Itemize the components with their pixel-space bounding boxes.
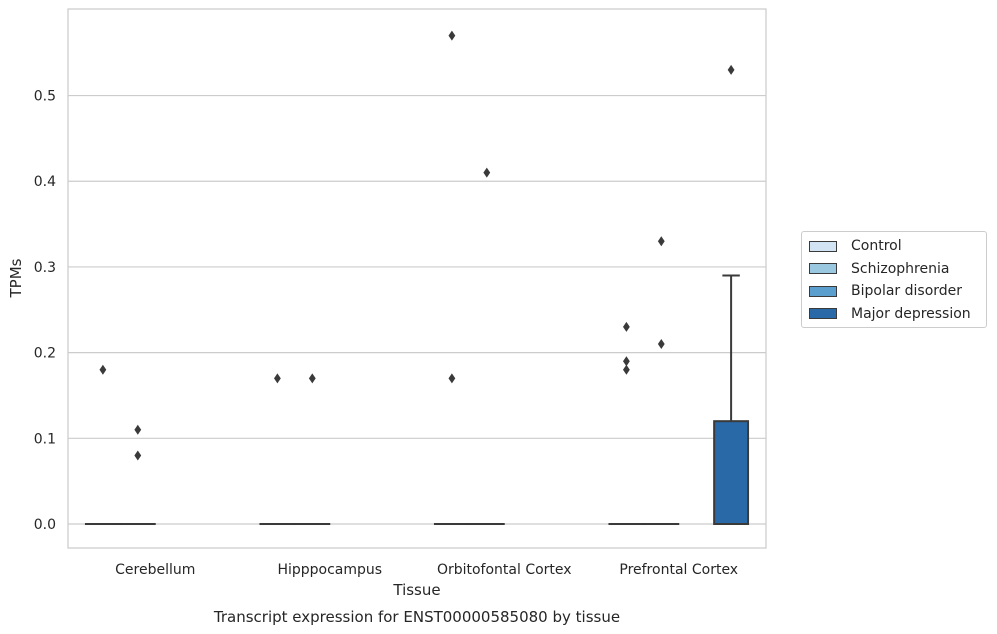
box-3-3	[713, 64, 750, 526]
box-0-0	[84, 364, 121, 526]
legend-item: Major depression	[802, 303, 986, 326]
outlier-point	[657, 236, 665, 247]
legend-item: Control	[802, 235, 986, 258]
box-1-0	[119, 424, 156, 526]
x-tick-label: Orbitofontal Cortex	[437, 562, 572, 578]
box-plots	[84, 30, 750, 526]
box-1-1	[294, 373, 331, 526]
x-tick-label: Prefrontal Cortex	[619, 562, 738, 578]
outlier-point	[134, 424, 142, 435]
legend-swatch	[809, 263, 837, 275]
gridlines	[68, 94, 766, 525]
y-tick-label: 0.3	[34, 260, 56, 276]
outlier-point	[623, 364, 630, 375]
y-tick-label: 0.1	[34, 431, 56, 447]
outlier-point	[623, 356, 630, 367]
box-0-2	[433, 30, 470, 526]
box	[713, 420, 750, 526]
outlier-point	[274, 373, 281, 384]
legend-label: Control	[851, 238, 902, 255]
box-1-2	[468, 167, 505, 526]
legend-label: Schizophrenia	[851, 260, 950, 277]
x-axis-title: Tissue	[392, 581, 440, 599]
box-0-1	[259, 373, 296, 526]
chart-title: Transcript expression for ENST0000058508…	[213, 608, 620, 626]
legend-label: Major depression	[851, 305, 971, 322]
legend-item: Bipolar disorder	[802, 280, 986, 303]
plot-frame	[67, 8, 767, 549]
y-tick-label: 0.4	[34, 174, 56, 190]
outlier-point	[623, 321, 630, 332]
outlier-point	[448, 373, 456, 384]
outlier-point	[657, 339, 665, 350]
y-axis: 0.0 0.1 0.2 0.3 0.4 0.5	[34, 89, 56, 533]
legend-label: Bipolar disorder	[851, 283, 963, 300]
legend-item: Schizophrenia	[802, 258, 986, 281]
legend-swatch	[809, 308, 837, 320]
y-tick-label: 0.5	[34, 89, 56, 105]
outlier-point	[483, 167, 491, 178]
y-tick-label: 0.0	[34, 517, 56, 533]
outlier-point	[727, 64, 735, 75]
legend: Control Schizophrenia Bipolar disorder Majo…	[801, 231, 987, 328]
y-tick-label: 0.2	[34, 346, 56, 362]
legend-swatch	[809, 285, 837, 297]
outlier-point	[99, 364, 107, 375]
x-tick-label: Hipppocampus	[277, 562, 382, 578]
outlier-point	[448, 30, 456, 41]
box-1-3	[643, 236, 680, 526]
y-axis-title: TPMs	[7, 258, 25, 298]
x-tick-label: Cerebellum	[115, 562, 195, 578]
outlier-point	[134, 450, 142, 461]
legend-swatch	[809, 240, 837, 252]
x-axis: Cerebellum Hipppocampus Orbitofontal Corte…	[115, 562, 738, 578]
outlier-point	[308, 373, 316, 384]
